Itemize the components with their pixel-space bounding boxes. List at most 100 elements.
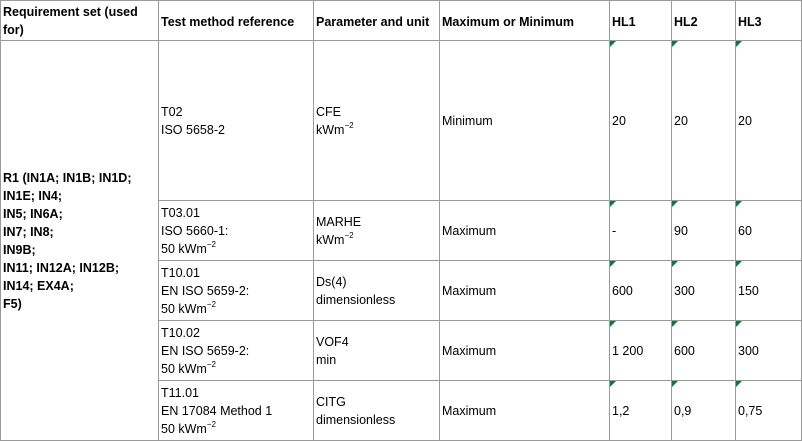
parameter-cell: MARHE kWm−2 — [313, 200, 440, 261]
parameter-unit-text: dimensionless — [316, 412, 396, 427]
test-method-line: T11.01 — [161, 384, 311, 402]
parameter-name: CFE — [316, 104, 341, 119]
error-indicator-icon — [672, 321, 678, 327]
test-method-line: 50 kWm−2 — [161, 420, 311, 438]
hl1-value: - — [612, 223, 617, 238]
requirement-line: IN1E; IN4; — [3, 188, 63, 203]
parameter-name: MARHE — [316, 214, 362, 229]
parameter-name: Ds(4) — [316, 274, 347, 289]
error-indicator-icon — [672, 261, 678, 267]
test-method-cell: T10.01 EN ISO 5659-2: 50 kWm−2 — [158, 260, 314, 321]
error-indicator-icon — [736, 321, 742, 327]
test-method-text: T10.01 — [161, 265, 200, 280]
unit-exponent: −2 — [344, 230, 354, 240]
error-indicator-icon — [610, 381, 616, 387]
parameter-cell: CFE kWm−2 — [313, 40, 440, 201]
test-method-text: T11.01 — [161, 385, 199, 400]
hl1-value: 1 200 — [612, 343, 644, 358]
test-method-text: EN ISO 5659-2: — [161, 343, 250, 358]
table-row: T03.01 ISO 5660-1: 50 kWm−2 MARHE kWm−2 Maxim… — [1, 200, 802, 261]
error-indicator-icon — [610, 201, 616, 207]
hl3-value: 0,75 — [738, 403, 763, 418]
test-method-cell: T11.01 EN 17084 Method 1 50 kWm−2 — [158, 380, 314, 441]
max-min-cell: Maximum — [439, 320, 610, 381]
parameter-unit: dimensionless — [316, 291, 437, 309]
max-min-cell: Maximum — [439, 380, 610, 441]
hl2-value-cell: 300 — [671, 260, 736, 321]
test-method-line: 50 kWm−2 — [161, 360, 311, 378]
hl2-value: 20 — [674, 113, 688, 128]
hl3-value: 300 — [738, 343, 759, 358]
requirement-set-cell: R1 (IN1A; IN1B; IN1D; IN1E; IN4; IN5; IN6A… — [0, 40, 159, 441]
table-row: R1 (IN1A; IN1B; IN1D; IN1E; IN4; IN5; IN6A… — [0, 40, 802, 441]
test-method-text: T10.02 — [161, 325, 200, 340]
hl1-value: 600 — [612, 283, 633, 298]
hl2-value: 90 — [674, 223, 688, 238]
hl1-value-cell: 600 — [609, 260, 672, 321]
header-test-method: Test method reference — [158, 0, 314, 41]
header-row: Requirement set (used for) Test method r… — [0, 0, 802, 41]
unit-exponent: −2 — [206, 239, 216, 249]
test-method-line: EN ISO 5659-2: — [161, 342, 311, 360]
parameter-unit-text: dimensionless — [316, 292, 396, 307]
hl1-value: 1,2 — [612, 403, 630, 418]
requirement-line: IN5; IN6A; — [3, 206, 63, 221]
parameter-unit: kWm−2 — [316, 231, 437, 249]
parameter-cell: VOF4 min — [313, 320, 440, 381]
max-min-cell: Minimum — [439, 40, 610, 201]
hl3-value-cell: 300 — [735, 320, 802, 381]
test-method-line: EN ISO 5659-2: — [161, 282, 311, 300]
error-indicator-icon — [736, 41, 742, 47]
parameter-name: CITG — [316, 394, 346, 409]
hl3-value-cell: 60 — [735, 200, 802, 261]
parameter-unit-text: kWm — [316, 232, 345, 247]
test-method-text: EN 17084 Method 1 — [161, 403, 273, 418]
test-method-text: 50 kWm — [161, 421, 207, 436]
header-hl3: HL3 — [735, 0, 802, 41]
hl1-value-cell: 1 200 — [609, 320, 672, 381]
parameter-unit-text: min — [316, 352, 337, 367]
test-method-text: 50 kWm — [161, 241, 207, 256]
hl1-value: 20 — [612, 113, 626, 128]
table-row: T10.01 EN ISO 5659-2: 50 kWm−2 Ds(4) dimensi… — [1, 260, 802, 321]
hl2-value-cell: 20 — [671, 40, 736, 201]
error-indicator-icon — [672, 381, 678, 387]
hl3-value: 20 — [738, 113, 752, 128]
test-method-text: ISO 5660-1: — [161, 223, 229, 238]
requirement-line: F5) — [3, 296, 22, 311]
test-method-line: 50 kWm−2 — [161, 240, 311, 258]
error-indicator-icon — [672, 41, 678, 47]
hl1-value-cell: 20 — [609, 40, 672, 201]
parameter-unit-text: kWm — [316, 122, 345, 137]
test-method-line: EN 17084 Method 1 — [161, 402, 311, 420]
error-indicator-icon — [610, 261, 616, 267]
unit-exponent: −2 — [206, 419, 216, 429]
test-method-line: T02 — [161, 103, 311, 121]
unit-exponent: −2 — [206, 359, 216, 369]
parameter-cell: CITG dimensionless — [313, 380, 440, 441]
hl3-value-cell: 20 — [735, 40, 802, 201]
test-method-line: 50 kWm−2 — [161, 300, 311, 318]
test-method-text: ISO 5658-2 — [161, 122, 225, 137]
parameter-unit: dimensionless — [316, 411, 437, 429]
test-method-cell: T10.02 EN ISO 5659-2: 50 kWm−2 — [158, 320, 314, 381]
hl2-value: 0,9 — [674, 403, 692, 418]
unit-exponent: −2 — [206, 299, 216, 309]
test-method-text: 50 kWm — [161, 361, 207, 376]
error-indicator-icon — [610, 321, 616, 327]
header-requirement-set: Requirement set (used for) — [0, 0, 159, 41]
test-method-text: T02 — [161, 104, 183, 119]
hl2-value: 300 — [674, 283, 695, 298]
header-parameter: Parameter and unit — [313, 0, 440, 41]
parameter-cell: Ds(4) dimensionless — [313, 260, 440, 321]
test-method-cell: T02 ISO 5658-2 — [158, 40, 314, 201]
max-min-cell: Maximum — [439, 260, 610, 321]
unit-exponent: −2 — [344, 120, 354, 130]
table-row: T10.02 EN ISO 5659-2: 50 kWm−2 VOF4 min Maxim… — [1, 320, 802, 381]
parameter-unit: kWm−2 — [316, 121, 437, 139]
hl3-value-cell: 0,75 — [735, 380, 802, 441]
parameter-unit: min — [316, 351, 437, 369]
max-min-cell: Maximum — [439, 200, 610, 261]
hl1-value-cell: - — [609, 200, 672, 261]
